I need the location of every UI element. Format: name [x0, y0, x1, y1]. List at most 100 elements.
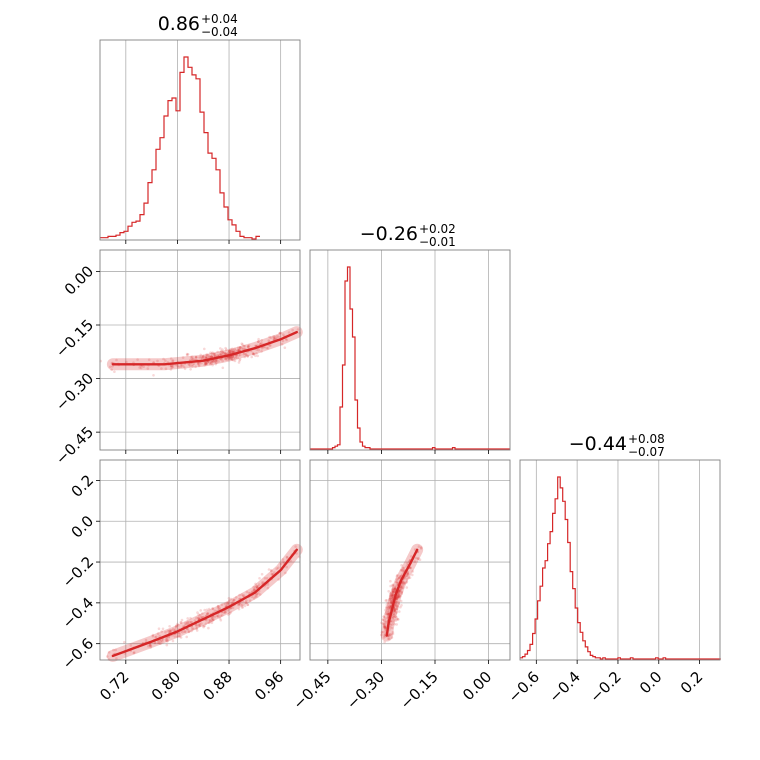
- scatter-point: [203, 363, 206, 367]
- scatter-point: [391, 594, 395, 598]
- scatter-point: [402, 582, 406, 586]
- scatter-point: [227, 613, 230, 616]
- scatter-point: [241, 594, 245, 598]
- scatter-point: [198, 624, 202, 628]
- scatter-point: [402, 581, 406, 585]
- scatter-point: [234, 356, 237, 360]
- y-tick-label: −0.45: [52, 423, 97, 468]
- scatter-point: [165, 643, 169, 647]
- scatter-point: [151, 633, 155, 637]
- scatter-point: [391, 585, 395, 588]
- scatter-point: [244, 601, 247, 604]
- title-param-2: −0.44 +0.08 −0.07: [569, 432, 665, 459]
- scatter-point: [198, 356, 201, 359]
- scatter-point: [216, 606, 220, 610]
- scatter-point: [175, 624, 178, 627]
- title-param-0: 0.86 +0.04 −0.04: [158, 12, 238, 39]
- scatter-point: [243, 604, 247, 608]
- scatter-point: [252, 587, 256, 591]
- scatter-point: [269, 344, 272, 347]
- scatter-point: [240, 593, 244, 596]
- scatter-point: [224, 357, 227, 360]
- scatter-point: [197, 364, 201, 368]
- scatter-point: [391, 588, 395, 592]
- scatter-point: [380, 631, 384, 634]
- scatter-point: [182, 365, 186, 369]
- scatter-point: [395, 607, 398, 610]
- scatter-point: [232, 349, 235, 353]
- title-0-value: 0.86: [158, 13, 200, 35]
- scatter-point: [388, 634, 391, 638]
- scatter-point: [204, 361, 208, 365]
- scatter-point: [260, 350, 263, 353]
- scatter-point: [396, 581, 399, 585]
- scatter-point: [393, 587, 397, 591]
- scatter-point: [199, 356, 203, 359]
- scatter-point: [246, 345, 250, 348]
- scatter-point: [294, 545, 297, 548]
- scatter-point: [400, 590, 404, 594]
- scatter-point: [226, 608, 229, 612]
- scatter-point: [224, 358, 227, 361]
- scatter-point: [392, 616, 395, 619]
- scatter-point: [397, 576, 401, 580]
- scatter-point: [258, 593, 262, 596]
- scatter-point: [383, 622, 387, 625]
- scatter-point: [255, 595, 258, 598]
- scatter-point: [129, 644, 133, 647]
- scatter-point: [239, 603, 242, 606]
- scatter-point: [144, 638, 148, 642]
- scatter-point: [217, 614, 220, 618]
- scatter-point: [171, 359, 175, 362]
- scatter-point: [394, 615, 398, 618]
- panel-frame: [99, 249, 301, 451]
- scatter-point: [203, 361, 207, 365]
- scatter-point: [206, 612, 210, 615]
- scatter-point: [392, 610, 395, 614]
- scatter-point: [281, 333, 285, 336]
- scatter-point: [223, 602, 227, 606]
- scatter-point: [109, 365, 112, 369]
- scatter-point: [179, 365, 183, 369]
- scatter-point: [123, 640, 126, 644]
- scatter-point: [398, 576, 402, 579]
- scatter-point: [226, 602, 229, 605]
- scatter-point: [172, 627, 175, 631]
- scatter-point: [275, 336, 279, 340]
- scatter-point: [204, 356, 208, 360]
- scatter-point: [205, 619, 208, 622]
- scatter-point: [275, 334, 279, 338]
- scatter-point: [284, 571, 287, 575]
- scatter-point: [392, 614, 396, 618]
- scatter-point: [210, 360, 213, 363]
- scatter-point: [219, 347, 222, 350]
- scatter-point: [221, 359, 224, 363]
- scatter-point: [401, 586, 405, 590]
- scatter-point: [209, 363, 212, 366]
- scatter-point: [387, 607, 390, 610]
- scatter-point: [239, 353, 242, 357]
- scatter-point: [219, 618, 223, 622]
- scatter-point: [400, 591, 403, 594]
- scatter-point: [204, 355, 208, 359]
- scatter-point: [186, 617, 189, 620]
- scatter-point: [215, 361, 218, 364]
- scatter-point: [397, 591, 401, 595]
- scatter-point: [381, 618, 385, 622]
- scatter-point: [142, 365, 145, 369]
- contour-outer: [380, 543, 424, 642]
- scatter-point: [226, 352, 230, 355]
- scatter-point: [201, 355, 205, 358]
- scatter-point: [281, 339, 285, 343]
- scatter-point: [147, 358, 151, 362]
- scatter-point: [241, 606, 244, 609]
- scatter-point: [171, 359, 174, 363]
- scatter-point: [170, 629, 173, 632]
- scatter-point: [260, 341, 263, 345]
- scatter-point: [230, 357, 233, 360]
- scatter-point: [198, 622, 201, 625]
- scatter-point: [226, 601, 229, 605]
- scatter-point: [195, 627, 198, 631]
- scatter-point: [395, 574, 399, 578]
- scatter-point: [384, 612, 387, 615]
